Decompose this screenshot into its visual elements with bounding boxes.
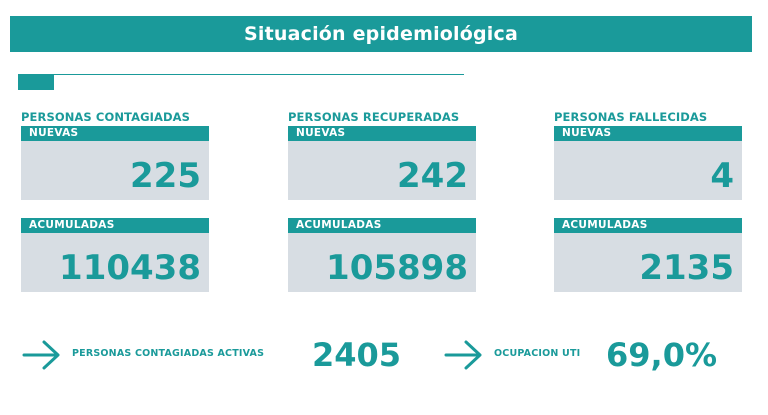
nuevas-value: 242	[397, 156, 468, 196]
nuevas-box: NUEVAS 242	[288, 126, 476, 200]
arrow-right-icon	[22, 338, 62, 376]
card-title: PERSONAS FALLECIDAS	[554, 110, 708, 124]
acumuladas-box: ACUMULADAS 105898	[288, 218, 476, 292]
acumuladas-box: ACUMULADAS 2135	[554, 218, 742, 292]
card-recuperadas: PERSONAS RECUPERADAS NUEVAS 242 ACUMULAD…	[288, 110, 478, 292]
card-fallecidas: PERSONAS FALLECIDAS NUEVAS 4 ACUMULADAS …	[554, 110, 744, 292]
nuevas-label: NUEVAS	[21, 126, 209, 141]
acumuladas-label: ACUMULADAS	[554, 218, 742, 233]
card-contagiadas: PERSONAS CONTAGIADAS NUEVAS 225 ACUMULAD…	[21, 110, 211, 292]
nuevas-label: NUEVAS	[554, 126, 742, 141]
nuevas-label: NUEVAS	[288, 126, 476, 141]
active-cases-label: PERSONAS CONTAGIADAS ACTIVAS	[72, 348, 265, 359]
acumuladas-label: ACUMULADAS	[288, 218, 476, 233]
acumuladas-label: ACUMULADAS	[21, 218, 209, 233]
icu-occupancy-value: 69,0%	[606, 336, 718, 374]
arrow-right-icon	[444, 338, 484, 376]
section-divider	[18, 74, 464, 75]
nuevas-box: NUEVAS 225	[21, 126, 209, 200]
acumuladas-box: ACUMULADAS 110438	[21, 218, 209, 292]
nuevas-value: 4	[710, 156, 734, 196]
section-accent-block	[18, 74, 54, 90]
icu-occupancy-label: OCUPACION UTI	[494, 348, 581, 359]
page-title-banner: Situación epidemiológica	[10, 16, 752, 52]
page-title: Situación epidemiológica	[243, 23, 518, 45]
card-title: PERSONAS CONTAGIADAS	[21, 110, 191, 124]
card-title: PERSONAS RECUPERADAS	[288, 110, 460, 124]
acumuladas-value: 2135	[639, 248, 734, 288]
acumuladas-value: 110438	[59, 248, 201, 288]
acumuladas-value: 105898	[326, 248, 468, 288]
nuevas-box: NUEVAS 4	[554, 126, 742, 200]
active-cases-value: 2405	[312, 336, 402, 374]
nuevas-value: 225	[130, 156, 201, 196]
